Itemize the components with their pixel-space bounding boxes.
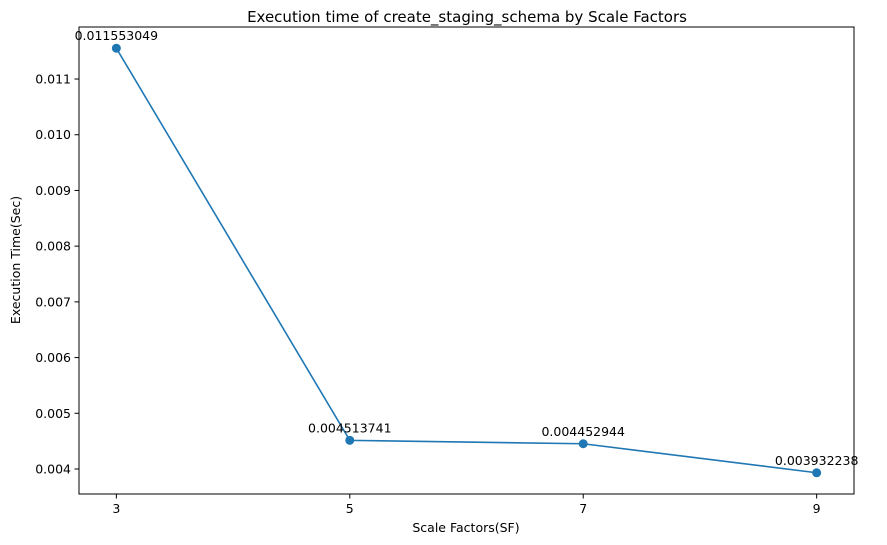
data-label: 0.004452944 bbox=[541, 424, 625, 439]
x-axis-title: Scale Factors(SF) bbox=[412, 520, 519, 535]
data-point bbox=[578, 439, 588, 449]
y-tick-label: 0.006 bbox=[35, 350, 71, 365]
x-tick-label: 9 bbox=[813, 501, 821, 516]
y-tick-label: 0.010 bbox=[35, 127, 71, 142]
series-line bbox=[115, 47, 817, 474]
y-axis: 0.004 0.005 0.006 0.007 0.008 0.009 0.010 0.011 bbox=[35, 72, 79, 476]
y-tick-label: 0.011 bbox=[35, 72, 71, 87]
data-point bbox=[812, 468, 822, 478]
data-label: 0.011553049 bbox=[75, 28, 159, 43]
y-tick-label: 0.005 bbox=[35, 406, 71, 421]
data-point bbox=[111, 43, 121, 53]
y-tick-label: 0.004 bbox=[35, 461, 71, 476]
data-point bbox=[345, 435, 355, 445]
data-label: 0.003932238 bbox=[775, 453, 859, 468]
y-tick-label: 0.009 bbox=[35, 183, 71, 198]
x-tick-label: 3 bbox=[112, 501, 120, 516]
chart-title: Execution time of create_staging_schema … bbox=[247, 8, 687, 27]
x-tick-label: 7 bbox=[579, 501, 587, 516]
y-tick-label: 0.007 bbox=[35, 294, 71, 309]
series-layer: 0.011553049 0.004513741 0.004452944 0.00393… bbox=[75, 28, 859, 478]
x-axis: 3 5 7 9 bbox=[112, 494, 821, 516]
plot-frame bbox=[78, 26, 855, 495]
y-tick-label: 0.008 bbox=[35, 239, 71, 254]
y-axis-title: Execution Time(Sec) bbox=[8, 196, 23, 324]
data-label: 0.004513741 bbox=[308, 420, 392, 435]
x-tick-label: 5 bbox=[346, 501, 354, 516]
